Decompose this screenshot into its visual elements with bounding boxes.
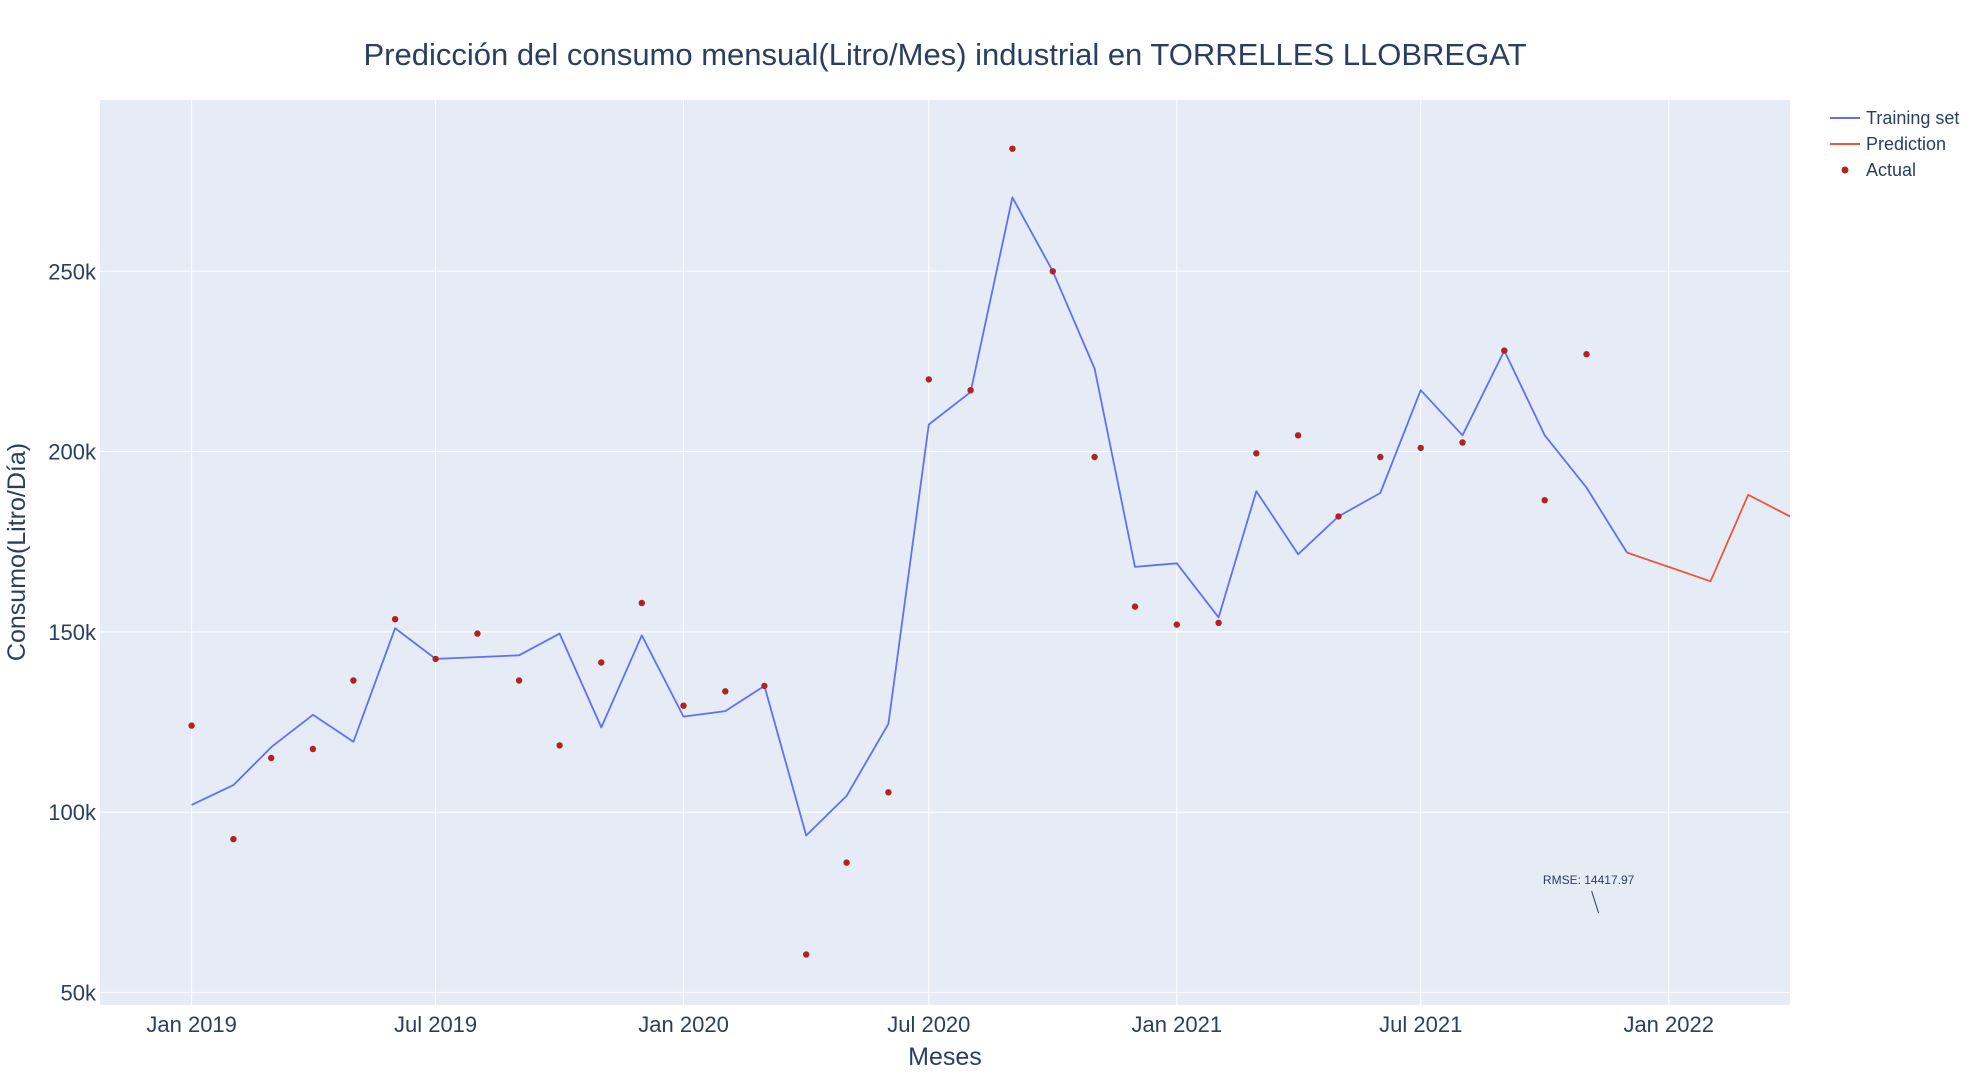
actual-point (230, 835, 237, 843)
legend-item-training-set[interactable]: Training set (1830, 108, 1959, 128)
actual-point (1501, 347, 1508, 354)
x-axis-ticks: Jan 2019 Jul 2019 Jan 2020 Jul 2020 Jan 2021… (146, 1012, 1714, 1037)
legend-swatch (1841, 166, 1849, 174)
series-layer (188, 145, 1790, 958)
actual-point (309, 745, 317, 753)
legend-label: Prediction (1866, 134, 1946, 154)
y-tick-label: 100k (48, 800, 97, 825)
actual-point (515, 677, 523, 684)
y-axis-title: Consumo(Litro/Día) (3, 443, 31, 661)
actual-point (803, 951, 810, 958)
y-tick-label: 50k (61, 980, 97, 1005)
grid-lines (100, 100, 1790, 1005)
x-tick-label: Jan 2022 (1623, 1012, 1714, 1037)
actual-point (556, 742, 563, 749)
x-axis-title: Meses (908, 1043, 982, 1071)
actual-point (1459, 439, 1466, 446)
chart-title: Predicción del consumo mensual(Litro/Mes… (364, 37, 1527, 72)
actual-point (1253, 450, 1260, 457)
actual-point (188, 722, 195, 729)
actual-point (1417, 444, 1424, 452)
actual-point (1009, 145, 1016, 152)
x-tick-label: Jan 2021 (1132, 1012, 1223, 1037)
rmse-annotation: RMSE: 14417.97 (1543, 873, 1635, 914)
y-axis-ticks: 50k 100k 150k 200k 250k (48, 259, 97, 1005)
actual-point (598, 659, 605, 666)
legend-label: Training set (1866, 108, 1959, 128)
actual-point (967, 387, 974, 394)
actual-point (885, 789, 892, 796)
actual-point (268, 754, 275, 762)
actual-point (1173, 621, 1181, 628)
legend-item-prediction[interactable]: Prediction (1830, 134, 1946, 154)
actual-point (1091, 453, 1098, 461)
actual-point (722, 688, 729, 695)
actual-point (1583, 351, 1590, 358)
actual-point (350, 677, 357, 684)
annotation-text: RMSE: 14417.97 (1543, 873, 1635, 887)
actual-point (1131, 603, 1139, 610)
actual-point (638, 599, 645, 607)
actual-point (843, 859, 850, 866)
actual-point (1335, 513, 1342, 520)
x-tick-label: Jul 2020 (887, 1012, 970, 1037)
x-tick-label: Jan 2019 (146, 1012, 237, 1037)
plot-background (100, 100, 1790, 1005)
actual-point (925, 376, 932, 383)
actual-point (432, 655, 439, 663)
actual-point (391, 616, 399, 623)
actual-point (680, 702, 687, 709)
actual-point (761, 682, 768, 690)
legend[interactable]: Training set Prediction Actual (1830, 108, 1959, 180)
legend-item-actual[interactable]: Actual (1841, 160, 1917, 180)
annotation-arrow (1591, 890, 1600, 914)
actual-point (1049, 268, 1057, 275)
x-tick-label: Jul 2019 (394, 1012, 477, 1037)
training-set-line (191, 196, 1628, 837)
actual-point (474, 630, 481, 637)
y-tick-label: 250k (48, 259, 97, 284)
y-tick-label: 150k (48, 620, 97, 645)
x-tick-label: Jul 2021 (1379, 1012, 1462, 1037)
actual-point (1541, 497, 1548, 504)
y-tick-label: 200k (48, 440, 97, 465)
actual-point (1294, 432, 1302, 439)
legend-label: Actual (1866, 160, 1916, 180)
x-tick-label: Jan 2020 (638, 1012, 729, 1037)
actual-point (1377, 453, 1384, 461)
actual-point (1215, 619, 1222, 626)
prediction-line (1626, 493, 1790, 583)
